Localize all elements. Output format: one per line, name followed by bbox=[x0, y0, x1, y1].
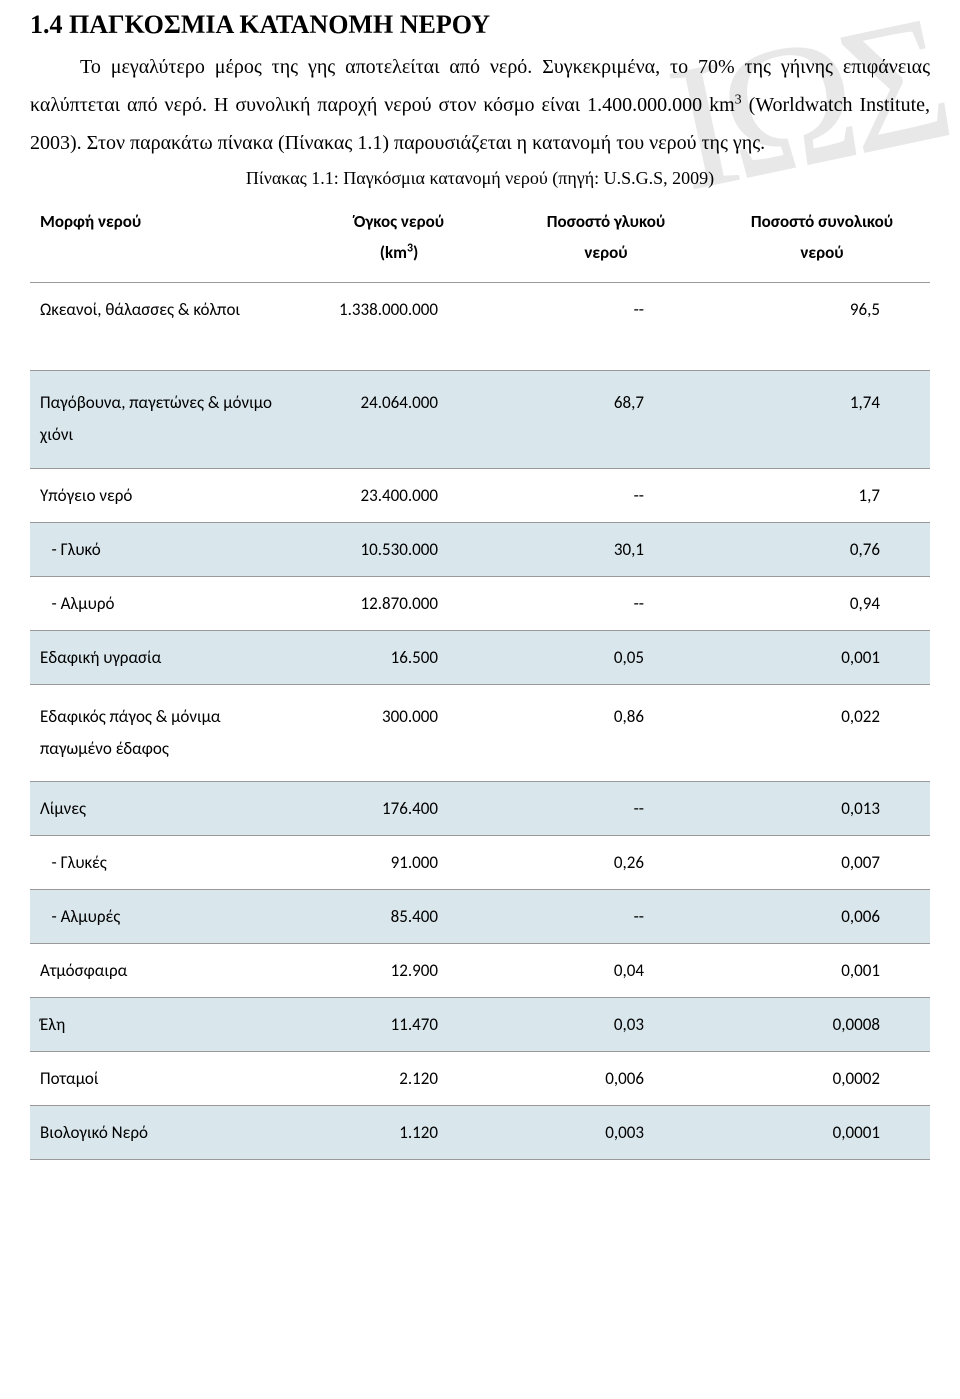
water-distribution-table: Μορφή νερού Όγκος νερού (km3) Ποσοστό γλ… bbox=[30, 193, 930, 1160]
table-row: Έλη11.4700,030,0008 bbox=[30, 998, 930, 1052]
table-row: Βιολογικό Νερό1.1200,0030,0001 bbox=[30, 1106, 930, 1160]
cell-label: Βιολογικό Νερό bbox=[30, 1106, 300, 1160]
cell-fresh-pct: -- bbox=[498, 283, 714, 371]
cell-total-pct: 96,5 bbox=[714, 283, 930, 371]
cell-total-pct: 1,7 bbox=[714, 468, 930, 522]
cell-volume: 85.400 bbox=[300, 890, 498, 944]
cell-volume: 91.000 bbox=[300, 836, 498, 890]
intro-paragraph: Το μεγαλύτερο μέρος της γης αποτελείται … bbox=[30, 48, 930, 162]
table-row: - Αλμυρό12.870.000--0,94 bbox=[30, 576, 930, 630]
header-total-line2: νερού bbox=[800, 242, 843, 263]
cell-total-pct: 0,94 bbox=[714, 576, 930, 630]
cell-volume: 1.338.000.000 bbox=[300, 283, 498, 371]
cell-volume: 12.900 bbox=[300, 944, 498, 998]
cell-fresh-pct: 0,26 bbox=[498, 836, 714, 890]
table-row: Εδαφικός πάγος & μόνιμα παγωμένο έδαφος3… bbox=[30, 684, 930, 782]
cell-volume: 300.000 bbox=[300, 684, 498, 782]
cell-volume: 23.400.000 bbox=[300, 468, 498, 522]
cell-fresh-pct: -- bbox=[498, 890, 714, 944]
cell-label: Ωκεανοί, θάλασσες & κόλποι bbox=[30, 283, 300, 371]
cell-total-pct: 0,006 bbox=[714, 890, 930, 944]
cell-fresh-pct: 0,04 bbox=[498, 944, 714, 998]
header-fresh-line1: Ποσοστό γλυκού bbox=[547, 211, 665, 232]
cell-fresh-pct: 0,03 bbox=[498, 998, 714, 1052]
cell-total-pct: 0,007 bbox=[714, 836, 930, 890]
cell-total-pct: 0,022 bbox=[714, 684, 930, 782]
cell-label: - Αλμυρό bbox=[30, 576, 300, 630]
table-header-row: Μορφή νερού Όγκος νερού (km3) Ποσοστό γλ… bbox=[30, 193, 930, 283]
table-row: - Γλυκό10.530.00030,10,76 bbox=[30, 522, 930, 576]
cell-total-pct: 0,001 bbox=[714, 630, 930, 684]
cell-volume: 12.870.000 bbox=[300, 576, 498, 630]
table-row: Εδαφική υγρασία16.5000,050,001 bbox=[30, 630, 930, 684]
cell-label: Παγόβουνα, παγετώνες & μόνιμο χιόνι bbox=[30, 371, 300, 469]
cell-total-pct: 0,0001 bbox=[714, 1106, 930, 1160]
cell-volume: 176.400 bbox=[300, 782, 498, 836]
cell-label: - Γλυκό bbox=[30, 522, 300, 576]
cell-fresh-pct: 0,86 bbox=[498, 684, 714, 782]
cell-label: Ατμόσφαιρα bbox=[30, 944, 300, 998]
table-row: Παγόβουνα, παγετώνες & μόνιμο χιόνι24.06… bbox=[30, 371, 930, 469]
table-row: Ωκεανοί, θάλασσες & κόλποι1.338.000.000-… bbox=[30, 283, 930, 371]
cell-fresh-pct: -- bbox=[498, 576, 714, 630]
cell-total-pct: 0,0008 bbox=[714, 998, 930, 1052]
cell-volume: 11.470 bbox=[300, 998, 498, 1052]
header-volume-post: ) bbox=[413, 242, 418, 263]
header-total-pct: Ποσοστό συνολικού νερού bbox=[714, 193, 930, 283]
cell-fresh-pct: 30,1 bbox=[498, 522, 714, 576]
header-fresh-pct: Ποσοστό γλυκού νερού bbox=[498, 193, 714, 283]
cell-label: Υπόγειο νερό bbox=[30, 468, 300, 522]
cell-label: Εδαφική υγρασία bbox=[30, 630, 300, 684]
cell-fresh-pct: -- bbox=[498, 782, 714, 836]
cell-label: Έλη bbox=[30, 998, 300, 1052]
cell-total-pct: 0,013 bbox=[714, 782, 930, 836]
cell-fresh-pct: 0,006 bbox=[498, 1052, 714, 1106]
header-form: Μορφή νερού bbox=[30, 193, 300, 283]
table-row: Λίμνες176.400--0,013 bbox=[30, 782, 930, 836]
cell-volume: 2.120 bbox=[300, 1052, 498, 1106]
table-body: Ωκεανοί, θάλασσες & κόλποι1.338.000.000-… bbox=[30, 283, 930, 1160]
table-row: Υπόγειο νερό23.400.000--1,7 bbox=[30, 468, 930, 522]
cell-label: Ποταμοί bbox=[30, 1052, 300, 1106]
header-volume: Όγκος νερού (km3) bbox=[300, 193, 498, 283]
cell-volume: 16.500 bbox=[300, 630, 498, 684]
cell-fresh-pct: 0,05 bbox=[498, 630, 714, 684]
intro-superscript: 3 bbox=[735, 92, 742, 107]
table-row: Ατμόσφαιρα12.9000,040,001 bbox=[30, 944, 930, 998]
cell-fresh-pct: 0,003 bbox=[498, 1106, 714, 1160]
cell-label: Λίμνες bbox=[30, 782, 300, 836]
cell-label: - Γλυκές bbox=[30, 836, 300, 890]
cell-label: Εδαφικός πάγος & μόνιμα παγωμένο έδαφος bbox=[30, 684, 300, 782]
header-total-line1: Ποσοστό συνολικού bbox=[751, 211, 893, 232]
cell-volume: 24.064.000 bbox=[300, 371, 498, 469]
cell-total-pct: 0,0002 bbox=[714, 1052, 930, 1106]
table-row: Ποταμοί2.1200,0060,0002 bbox=[30, 1052, 930, 1106]
cell-fresh-pct: -- bbox=[498, 468, 714, 522]
header-volume-pre: (km bbox=[380, 242, 407, 263]
table-row: - Αλμυρές85.400--0,006 bbox=[30, 890, 930, 944]
cell-label: - Αλμυρές bbox=[30, 890, 300, 944]
header-fresh-line2: νερού bbox=[584, 242, 627, 263]
cell-volume: 10.530.000 bbox=[300, 522, 498, 576]
cell-total-pct: 0,001 bbox=[714, 944, 930, 998]
section-heading: 1.4 ΠΑΓΚΟΣΜΙΑ ΚΑΤΑΝΟΜΗ ΝΕΡΟΥ bbox=[30, 10, 930, 40]
page-content: 1.4 ΠΑΓΚΟΣΜΙΑ ΚΑΤΑΝΟΜΗ ΝΕΡΟΥ Το μεγαλύτε… bbox=[30, 10, 930, 1160]
cell-fresh-pct: 68,7 bbox=[498, 371, 714, 469]
table-caption: Πίνακας 1.1: Παγκόσμια κατανομή νερού (π… bbox=[30, 168, 930, 189]
cell-total-pct: 0,76 bbox=[714, 522, 930, 576]
header-volume-line1: Όγκος νερού bbox=[354, 211, 444, 232]
cell-volume: 1.120 bbox=[300, 1106, 498, 1160]
table-row: - Γλυκές91.0000,260,007 bbox=[30, 836, 930, 890]
cell-total-pct: 1,74 bbox=[714, 371, 930, 469]
